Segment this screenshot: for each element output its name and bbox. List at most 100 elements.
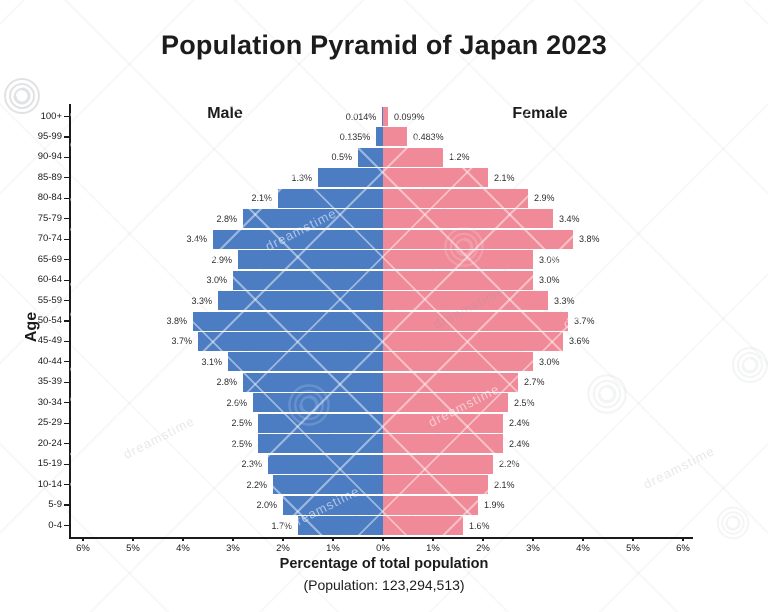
male-value-label: 2.2% bbox=[246, 479, 267, 490]
male-bar bbox=[268, 454, 383, 474]
y-axis-tick bbox=[64, 484, 69, 486]
female-bar bbox=[383, 413, 503, 433]
y-axis-tick bbox=[64, 340, 69, 343]
male-value-label: 0.5% bbox=[331, 152, 352, 163]
x-axis-tick bbox=[432, 537, 434, 541]
male-value-label: 3.3% bbox=[191, 295, 212, 306]
female-bar bbox=[383, 270, 533, 290]
female-bar bbox=[383, 147, 443, 167]
y-axis-tick bbox=[64, 361, 69, 363]
male-value-label: 2.8% bbox=[216, 213, 237, 224]
male-value-label: 3.4% bbox=[186, 234, 207, 245]
male-bar bbox=[358, 147, 383, 167]
female-value-label: 3.6% bbox=[569, 336, 590, 347]
male-value-label: 1.3% bbox=[291, 172, 312, 183]
x-axis-tick bbox=[232, 537, 234, 541]
age-tick-label: 45-49 bbox=[37, 335, 62, 347]
y-axis-tick bbox=[64, 381, 69, 383]
x-axis-tick bbox=[82, 537, 84, 541]
y-axis-tick bbox=[64, 422, 69, 424]
male-value-label: 2.8% bbox=[216, 377, 237, 388]
x-axis-tick bbox=[182, 537, 184, 541]
age-tick-label: 55-59 bbox=[37, 294, 62, 306]
watermark-logo-icon bbox=[4, 78, 40, 114]
age-tick-label: 100+ bbox=[40, 110, 62, 122]
male-value-label: 0.135% bbox=[339, 131, 371, 142]
male-bar bbox=[376, 127, 383, 147]
female-value-label: 3.8% bbox=[579, 234, 600, 245]
x-axis-tick-label: 3% bbox=[226, 543, 240, 554]
age-tick-label: 25-29 bbox=[37, 417, 62, 429]
male-bar bbox=[238, 250, 383, 270]
chart-title: Population Pyramid of Japan 2023 bbox=[160, 30, 608, 60]
female-value-label: 3.0% bbox=[539, 254, 560, 265]
male-value-label: 0.014% bbox=[345, 111, 377, 122]
female-value-label: 0.483% bbox=[413, 131, 444, 142]
male-bar bbox=[243, 209, 383, 229]
x-axis-title: Percentage of total population bbox=[279, 556, 489, 572]
female-value-label: 2.4% bbox=[509, 418, 530, 429]
x-axis-line bbox=[69, 537, 693, 539]
female-bar bbox=[383, 311, 568, 331]
female-value-label: 3.4% bbox=[559, 213, 580, 224]
age-tick-label: 50-54 bbox=[37, 315, 62, 326]
male-bar bbox=[253, 393, 383, 413]
y-axis-tick bbox=[64, 238, 69, 240]
y-axis-tick bbox=[64, 136, 69, 138]
age-tick-label: 15-19 bbox=[37, 458, 62, 470]
age-tick-label: 85-89 bbox=[37, 171, 62, 183]
female-value-label: 2.1% bbox=[494, 172, 515, 183]
y-axis-tick bbox=[64, 299, 69, 302]
x-axis-tick-label: 2% bbox=[276, 543, 290, 554]
x-axis-tick bbox=[682, 537, 684, 541]
female-bar bbox=[383, 188, 528, 208]
age-tick-label: 75-79 bbox=[37, 212, 62, 224]
female-value-label: 2.5% bbox=[514, 397, 535, 408]
female-value-label: 2.2% bbox=[499, 459, 520, 470]
female-bar bbox=[383, 454, 493, 474]
y-axis-tick bbox=[64, 177, 69, 179]
female-bar bbox=[383, 107, 388, 126]
y-axis-tick bbox=[64, 463, 69, 465]
watermark-text: dreamstime bbox=[640, 443, 718, 492]
age-tick-label: 90-94 bbox=[37, 151, 62, 163]
watermark-logo-icon bbox=[587, 374, 627, 414]
female-bar bbox=[383, 209, 553, 229]
x-axis-tick bbox=[282, 537, 284, 541]
female-bar bbox=[383, 495, 478, 515]
male-series-label: Male bbox=[207, 105, 243, 122]
male-bar bbox=[218, 291, 383, 311]
x-axis-tick-label: 6% bbox=[676, 543, 690, 554]
male-bar bbox=[228, 352, 383, 372]
male-value-label: 2.3% bbox=[241, 459, 262, 470]
y-axis-tick bbox=[64, 443, 69, 445]
age-tick-label: 95-99 bbox=[37, 130, 62, 142]
female-bar bbox=[383, 516, 463, 535]
y-axis-tick bbox=[64, 279, 69, 281]
age-tick-label: 60-64 bbox=[37, 274, 62, 286]
female-value-label: 0.099% bbox=[393, 111, 425, 122]
female-value-label: 3.0% bbox=[539, 275, 560, 286]
age-tick-label: 70-74 bbox=[37, 233, 62, 245]
age-tick-label: 30-34 bbox=[37, 396, 62, 408]
male-value-label: 2.0% bbox=[256, 500, 277, 511]
age-tick-label: 5-9 bbox=[48, 499, 62, 511]
female-bar bbox=[383, 434, 503, 454]
x-axis-tick-label: 6% bbox=[76, 543, 90, 554]
male-bar bbox=[243, 372, 383, 392]
x-axis-tick-label: 4% bbox=[576, 543, 590, 554]
male-value-label: 2.5% bbox=[231, 438, 252, 449]
female-value-label: 1.2% bbox=[449, 152, 470, 163]
female-value-label: 2.9% bbox=[534, 193, 555, 204]
male-bar bbox=[278, 188, 383, 208]
female-series-label: Female bbox=[512, 105, 568, 122]
female-value-label: 1.9% bbox=[484, 500, 505, 511]
male-bar bbox=[193, 311, 383, 331]
male-bar bbox=[318, 168, 383, 188]
x-axis-tick-label: 2% bbox=[476, 543, 490, 554]
male-bar bbox=[283, 495, 383, 515]
male-bar bbox=[273, 475, 383, 495]
x-axis-tick-label: 0% bbox=[376, 543, 390, 554]
female-bar bbox=[383, 250, 533, 270]
